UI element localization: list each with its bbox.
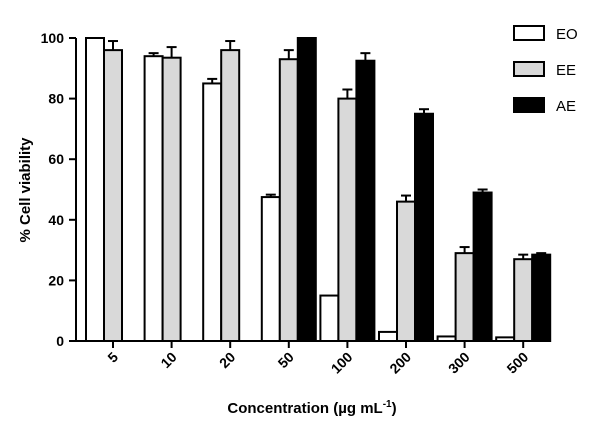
bar-ee-20	[220, 49, 241, 343]
bar-eo-200	[378, 330, 398, 343]
bar-ae-50	[296, 37, 317, 342]
x-axis-title-end: )	[392, 400, 397, 417]
legend-label-ae: AE	[556, 98, 576, 115]
x-tick-label: 50	[275, 349, 297, 371]
x-tick-label: 10	[157, 349, 179, 371]
x-tick-label: 5	[104, 349, 121, 366]
x-tick-label: 20	[216, 349, 238, 371]
bar-ee-10	[161, 56, 182, 342]
legend: EO EE AE	[513, 25, 578, 115]
bar-ee-100	[337, 97, 358, 342]
legend-swatch-ee	[513, 61, 545, 77]
bar-ae-300	[472, 191, 493, 342]
x-axis-title: Concentration (µg mL-1)	[227, 399, 396, 417]
x-tick-label: 500	[503, 349, 531, 377]
y-axis-ticks: 0 20 40 60 80 100	[41, 30, 76, 349]
legend-swatch-eo	[513, 25, 545, 41]
x-tick-label: 100	[328, 349, 356, 377]
bar-ee-300	[454, 252, 475, 343]
bar-ae-500	[531, 253, 552, 343]
legend-swatch-ae	[513, 97, 545, 113]
bar-eo-10	[143, 55, 164, 343]
x-axis-ticks: 5 10 20 50 100 200 300 500	[104, 341, 531, 377]
error-bars-layer	[108, 40, 547, 260]
bar-ae-100	[355, 59, 376, 342]
bar-eo-5	[85, 37, 105, 342]
plot-area: 0 20 40 60 80 100 5 10 20 50 100 200 300 500	[41, 30, 552, 377]
y-tick-label: 60	[48, 151, 64, 167]
bar-ae-200	[414, 112, 434, 342]
legend-label-ee: EE	[556, 62, 576, 79]
x-tick-label: 200	[386, 349, 414, 377]
bar-ee-5	[103, 49, 123, 343]
legend-label-eo: EO	[556, 26, 578, 43]
bar-ee-200	[396, 200, 416, 342]
bar-eo-20	[202, 82, 223, 342]
bar-eo-100	[319, 294, 340, 342]
x-axis-title-main: Concentration (µg mL	[227, 400, 382, 417]
y-tick-label: 40	[48, 212, 64, 228]
y-tick-label: 20	[48, 272, 64, 288]
y-axis-title: % Cell viability	[17, 137, 34, 243]
bar-ee-500	[513, 258, 534, 342]
x-axis-title-superscript: -1	[383, 399, 392, 410]
y-tick-label: 0	[56, 333, 64, 349]
y-tick-label: 80	[48, 91, 64, 107]
x-tick-label: 300	[445, 349, 473, 377]
y-tick-label: 100	[41, 30, 65, 46]
bar-eo-50	[260, 196, 281, 342]
bar-ee-50	[278, 58, 299, 343]
